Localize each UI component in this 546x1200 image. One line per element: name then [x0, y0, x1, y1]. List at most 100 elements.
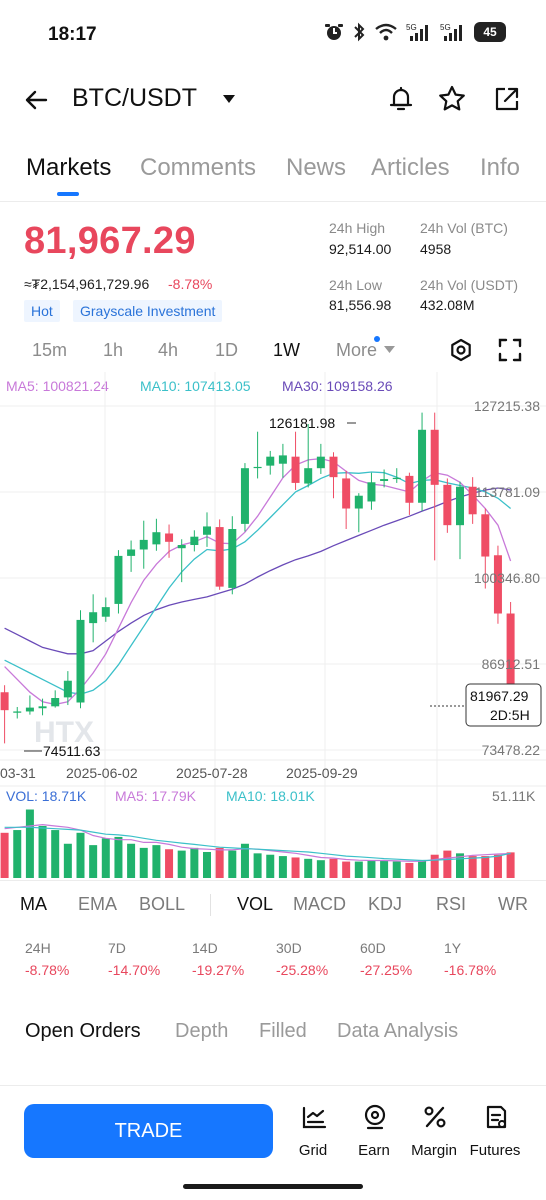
candle-up	[13, 706, 22, 719]
candle-up	[418, 412, 427, 512]
volume-bars	[0, 809, 515, 878]
volume-bar	[430, 854, 439, 878]
trade-button[interactable]: TRADE	[24, 1104, 273, 1158]
volume-bar	[38, 825, 47, 878]
converted-value: ≈₮2,154,961,729.96	[24, 276, 150, 292]
signal-5g-icon: 5G	[440, 23, 462, 41]
perf-14d-label: 14D	[192, 940, 218, 956]
volume-bar	[405, 862, 414, 878]
tab-markets[interactable]: Markets	[26, 154, 112, 181]
indicator-vol[interactable]: VOL	[237, 894, 274, 914]
ma5-legend: MA5: 100821.24	[6, 378, 109, 394]
volume-bar	[13, 830, 22, 878]
candle-down	[493, 545, 502, 624]
candle-up	[177, 539, 186, 583]
indicator-kdj[interactable]: KDJ	[368, 894, 403, 914]
interval-1d[interactable]: 1D	[215, 340, 239, 360]
candle-up	[316, 443, 325, 474]
volume-bar	[278, 856, 287, 878]
volume-bar	[63, 843, 72, 878]
candle-up	[354, 493, 363, 533]
tab-data-analysis[interactable]: Data Analysis	[337, 1020, 459, 1042]
tag-hot[interactable]: Hot	[24, 300, 60, 322]
interval-4h[interactable]: 4h	[158, 340, 179, 360]
price-axis: 127215.38 113781.09 100346.80 86912.51 73478…	[474, 398, 540, 758]
candle-up	[139, 520, 148, 569]
nav-earn[interactable]: Earn	[339, 1104, 409, 1164]
back-arrow-icon[interactable]	[22, 86, 50, 114]
tab-open-orders[interactable]: Open Orders	[25, 1020, 141, 1042]
nav-margin[interactable]: Margin	[399, 1104, 469, 1164]
indicator-ma[interactable]: MA	[20, 894, 47, 914]
volume-bar	[89, 845, 98, 878]
interval-15m[interactable]: 15m	[32, 340, 68, 360]
battery-icon: 45	[474, 22, 506, 42]
candle-down	[342, 470, 351, 530]
bell-icon[interactable]	[386, 84, 416, 114]
interval-more[interactable]: More	[336, 340, 378, 360]
tab-comments[interactable]: Comments	[140, 154, 257, 181]
indicator-macd[interactable]: MACD	[293, 894, 346, 914]
volume-bar	[240, 843, 249, 878]
indicator-boll[interactable]: BOLL	[139, 894, 186, 914]
settings-icon[interactable]	[449, 338, 473, 362]
perf-7d-value: -14.70%	[108, 962, 161, 978]
futures-icon	[486, 1105, 507, 1129]
candle-down	[165, 524, 174, 558]
star-icon[interactable]	[437, 84, 467, 114]
interval-1h[interactable]: 1h	[103, 340, 124, 360]
price-chart[interactable]: HTX 127215.38 113781.09 100346.80 86912.51 7…	[0, 0, 546, 880]
volume-bar	[101, 838, 110, 878]
perf-30d-label: 30D	[276, 940, 302, 956]
candle-up	[63, 671, 72, 706]
vol-axis-max: 51.11K	[492, 788, 536, 804]
last-price: 81,967.29	[24, 220, 196, 262]
tab-news[interactable]: News	[286, 154, 347, 181]
pair-selector[interactable]: BTC/USDT	[72, 84, 197, 112]
volume-bar	[316, 860, 325, 878]
stat-24h-low-label: 24h Low	[329, 277, 382, 293]
perf-7d-label: 7D	[108, 940, 126, 956]
volume-bar	[506, 852, 515, 878]
caret-down-icon[interactable]	[222, 92, 236, 106]
candle-body	[127, 549, 136, 556]
new-indicator-dot	[374, 336, 380, 342]
tab-articles[interactable]: Articles	[371, 154, 450, 181]
price-tick-label: 127215.38	[474, 398, 540, 414]
ma-lines	[4, 457, 512, 706]
volume-bar	[215, 847, 224, 878]
candle-up	[240, 463, 249, 532]
nav-grid-label: Grid	[298, 1142, 328, 1159]
candle-body	[316, 456, 325, 469]
tab-depth[interactable]: Depth	[175, 1020, 229, 1042]
share-icon[interactable]	[492, 84, 522, 114]
bluetooth-icon	[354, 22, 365, 42]
nav-grid[interactable]: Grid	[278, 1104, 348, 1164]
more-caret-icon	[384, 346, 395, 353]
ma30-legend: MA30: 109158.26	[282, 378, 393, 394]
nav-earn-label: Earn	[358, 1142, 390, 1159]
perf-1y-value: -16.78%	[444, 962, 497, 978]
alarm-icon	[325, 24, 343, 40]
candle-body	[253, 466, 262, 469]
candle-up	[89, 594, 98, 643]
high-price-label: 126181.98	[269, 415, 335, 431]
tab-info[interactable]: Info	[480, 154, 521, 181]
indicator-rsi[interactable]: RSI	[436, 894, 467, 914]
nav-margin-label: Margin	[411, 1142, 457, 1159]
candle-down	[481, 508, 490, 589]
interval-1w[interactable]: 1W	[273, 340, 300, 360]
indicator-ema[interactable]: EMA	[78, 894, 118, 914]
candle-body	[177, 545, 186, 549]
volume-bar	[367, 860, 376, 878]
candle-body	[0, 692, 9, 711]
nav-futures[interactable]: Futures	[460, 1104, 530, 1164]
volume-bar	[25, 809, 34, 878]
tab-filled[interactable]: Filled	[259, 1020, 307, 1042]
indicator-wr[interactable]: WR	[498, 894, 528, 914]
tag-grayscale[interactable]: Grayscale Investment	[73, 300, 223, 322]
volume-bar	[443, 850, 452, 878]
time-tick-label: 2025-07-28	[176, 765, 248, 781]
fullscreen-icon[interactable]	[498, 338, 522, 362]
status-icons: 5G 5G 45	[324, 22, 506, 42]
